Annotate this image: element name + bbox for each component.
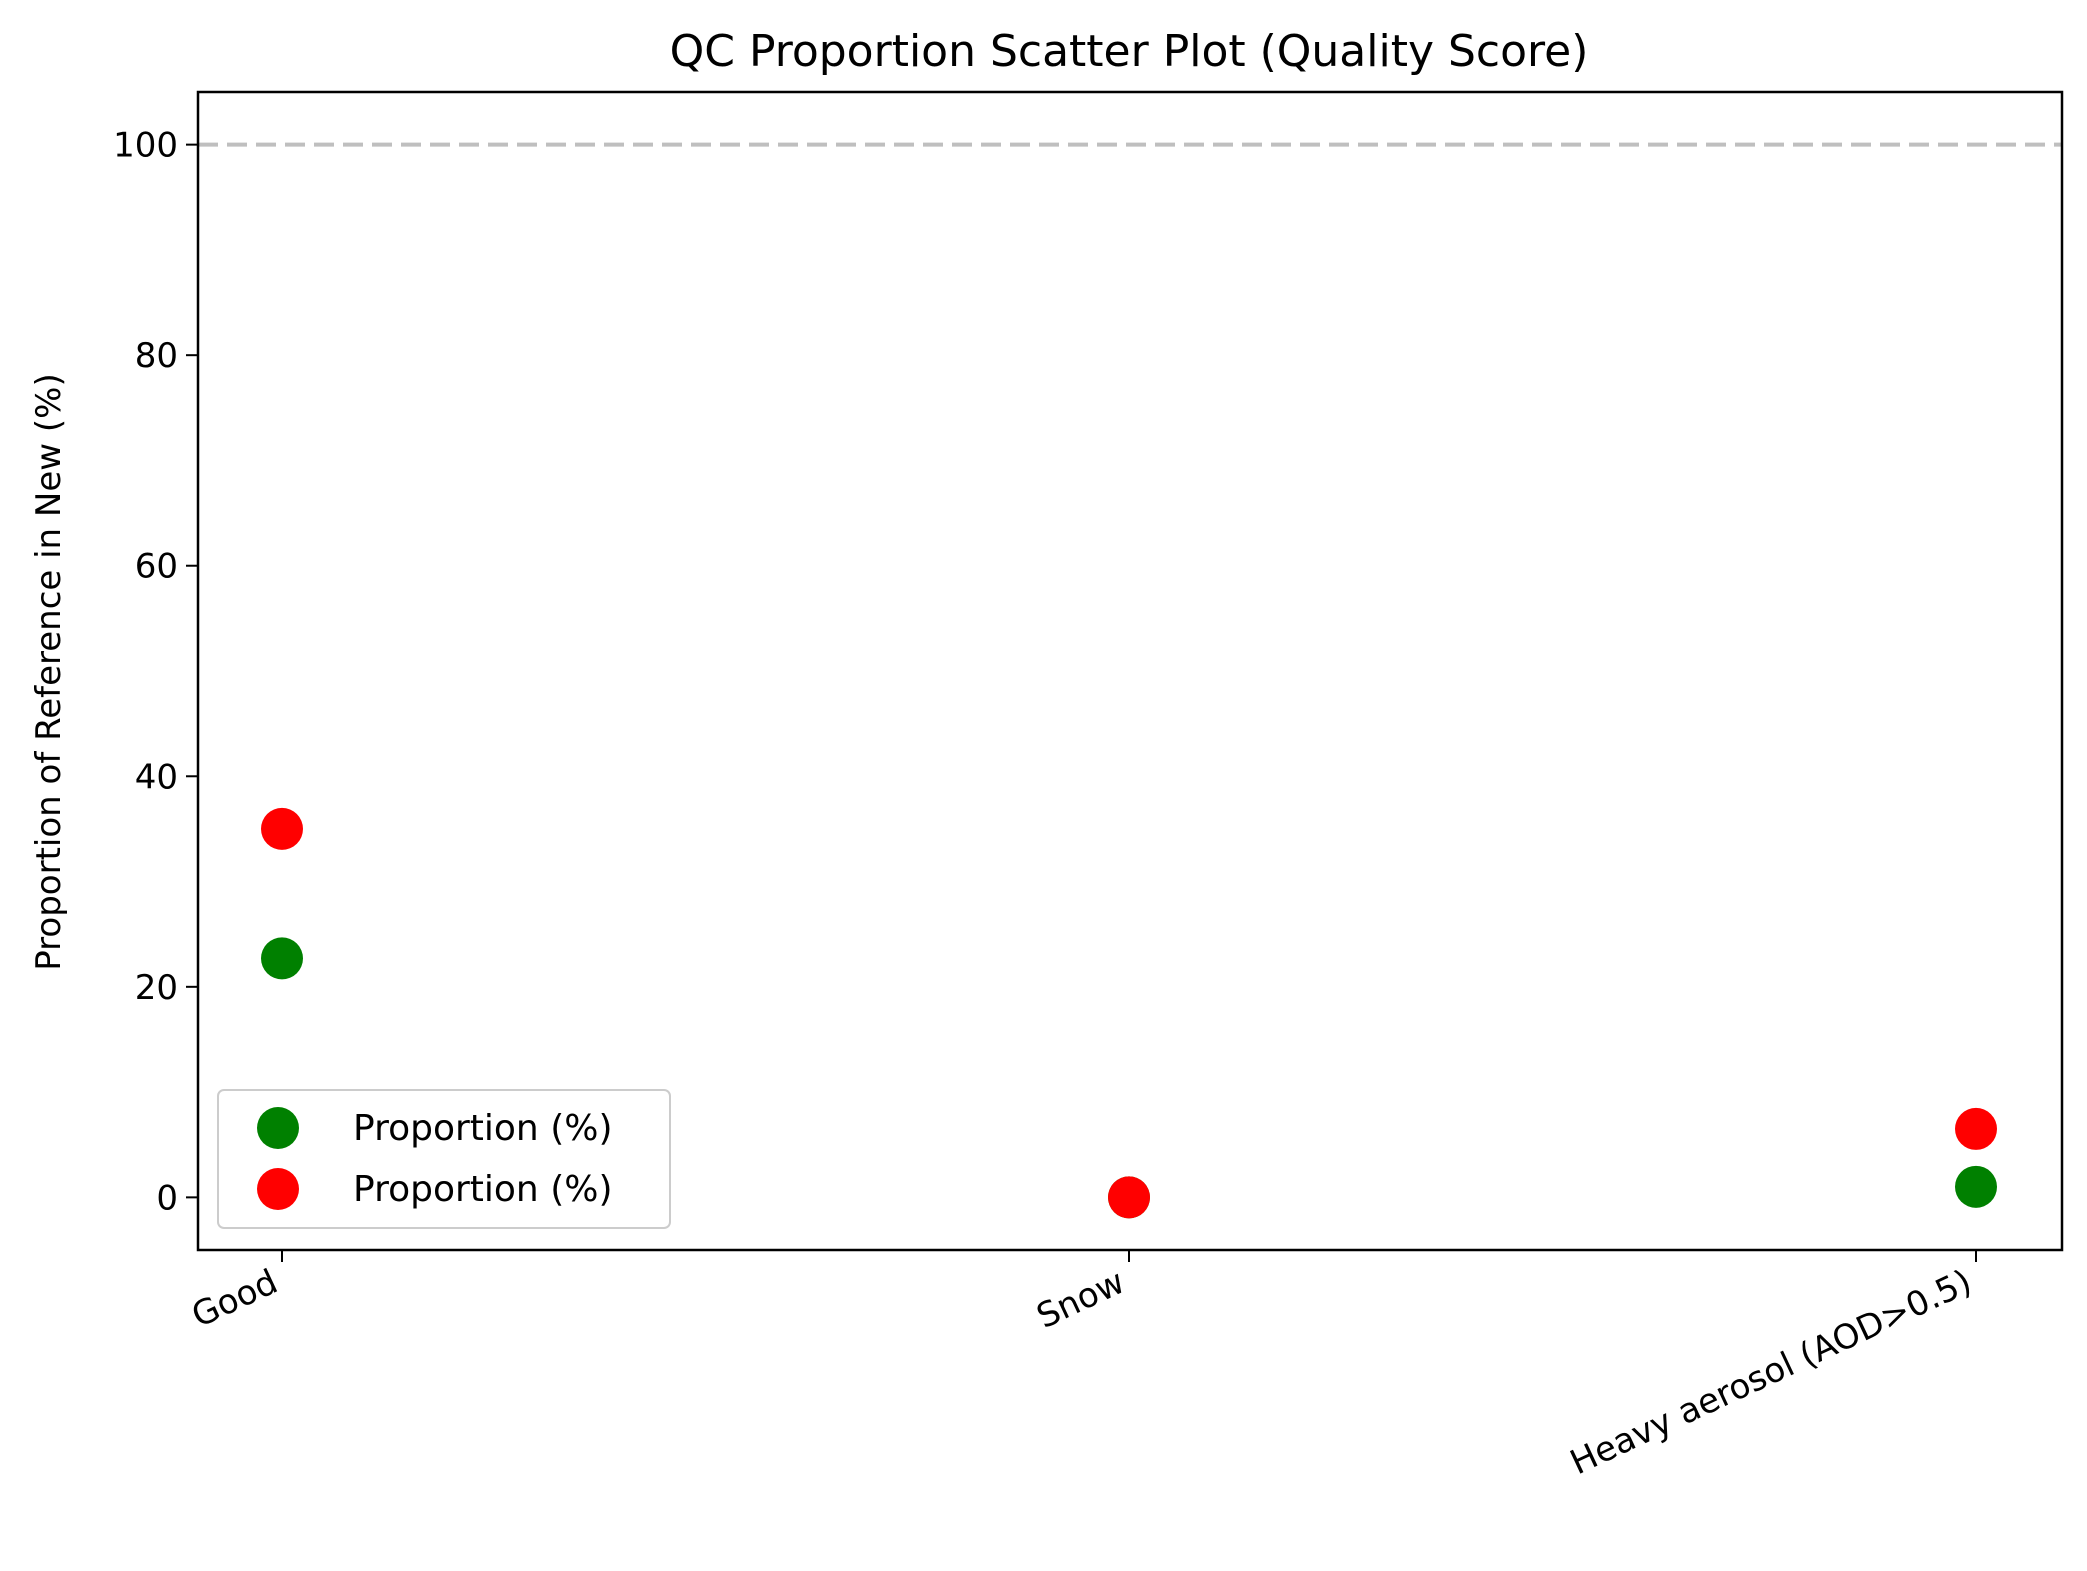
legend: Proportion (%) Proportion (%) <box>217 1089 671 1229</box>
chart-title: QC Proportion Scatter Plot (Quality Scor… <box>670 26 1589 77</box>
data-point-series-0-2 <box>1955 1165 1997 1208</box>
data-point-series-0-0 <box>261 937 303 980</box>
x-tick-label: Snow <box>1031 1262 1131 1337</box>
y-axis-label: Proportion of Reference in New (%) <box>29 373 69 970</box>
plot-area: 0 20 40 60 80 100 Good Snow Heavy aerosol (AOD>0… <box>113 90 2064 1483</box>
x-tick-label: Heavy aerosol (AOD>0.5) <box>1564 1262 1978 1483</box>
legend-label-0: Proportion (%) <box>353 1108 613 1149</box>
y-tick-label: 20 <box>135 968 178 1008</box>
y-tick-label: 100 <box>113 126 178 166</box>
legend-label-1: Proportion (%) <box>353 1169 613 1210</box>
data-point-series-1-0 <box>261 807 303 850</box>
plot-frame <box>196 90 2064 1252</box>
legend-marker-0 <box>257 1107 299 1149</box>
y-tick-label: 40 <box>135 757 178 797</box>
legend-marker-1 <box>257 1168 299 1210</box>
legend-box <box>217 1089 671 1229</box>
x-tick-label: Good <box>186 1262 284 1336</box>
data-point-series-1-2 <box>1955 1107 1997 1150</box>
data-point-series-1-1 <box>1108 1176 1150 1219</box>
y-tick-label: 0 <box>156 1178 178 1218</box>
y-tick-label: 60 <box>135 547 178 587</box>
y-tick-label: 80 <box>135 336 178 376</box>
